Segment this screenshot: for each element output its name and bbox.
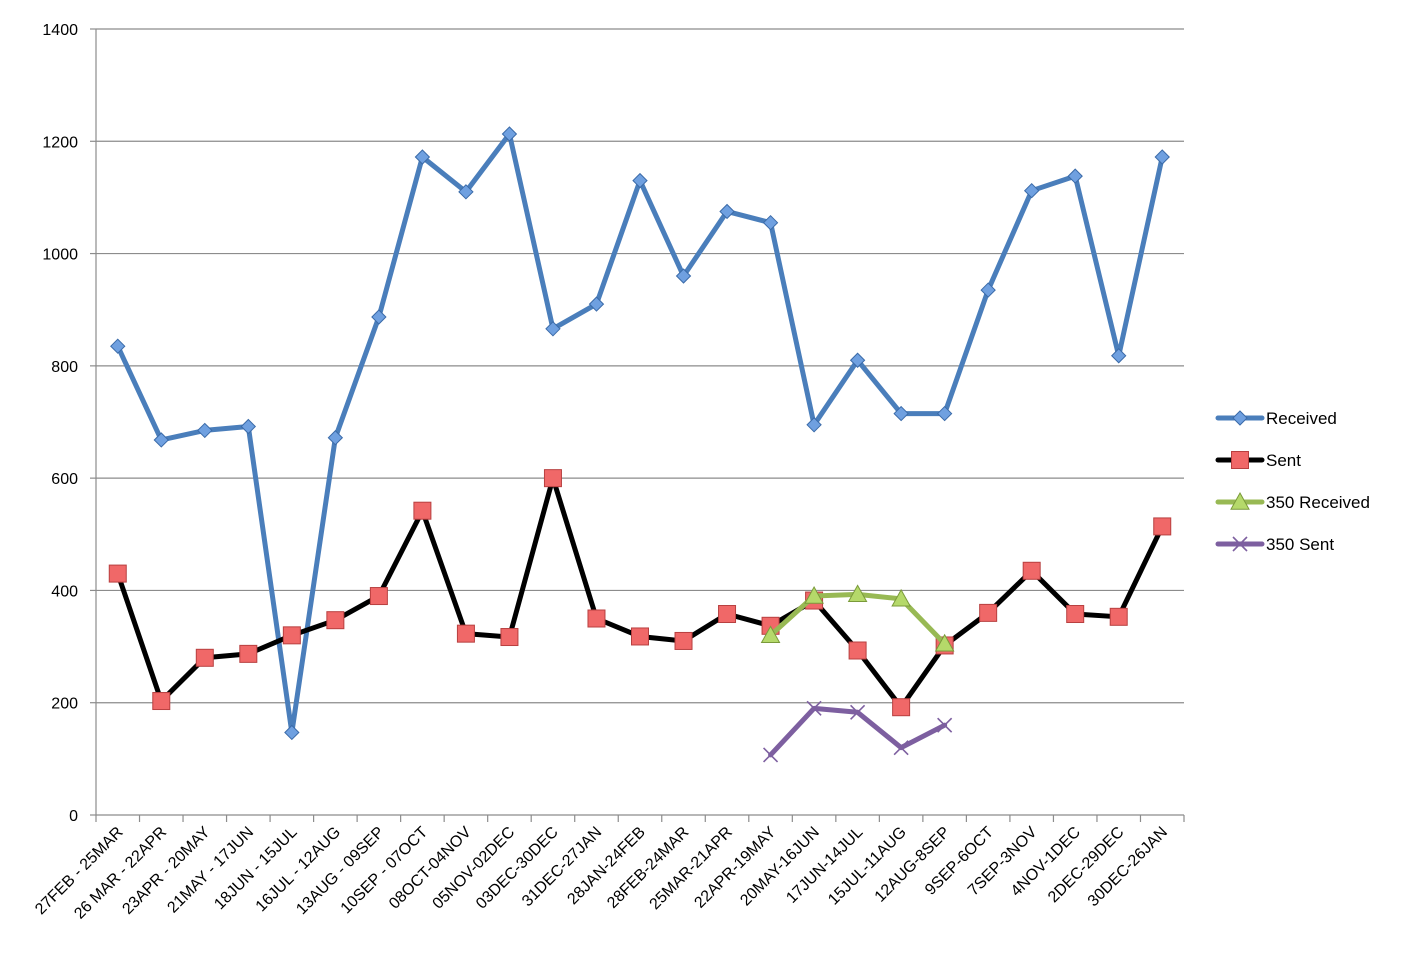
- y-tick-label: 1000: [42, 247, 78, 264]
- data-point: [545, 321, 561, 337]
- data-point: [239, 644, 258, 663]
- data-point: [674, 631, 693, 650]
- data-point: [806, 417, 822, 433]
- data-point: [936, 405, 953, 422]
- series-line: [768, 705, 948, 758]
- x-tick-label: 30DEC-26JAN: [1085, 824, 1171, 910]
- data-point: [847, 584, 868, 603]
- y-tick-label: 0: [69, 808, 78, 825]
- data-point: [937, 717, 953, 733]
- gridlines: [96, 28, 1184, 704]
- legend-entry: Received: [1215, 409, 1337, 428]
- series-350-sent: [762, 700, 953, 763]
- legend-label: 350 Sent: [1266, 535, 1334, 554]
- data-point: [197, 422, 213, 439]
- y-tick-label: 800: [51, 359, 78, 376]
- y-axis-tick-labels: 0 200 400 600 800 1000 1200 1400: [42, 22, 78, 825]
- data-point: [327, 430, 344, 446]
- data-point: [282, 626, 301, 645]
- x-tick-label: 28JAN-24FEB: [564, 824, 648, 908]
- data-point: [762, 214, 779, 231]
- legend-label: Received: [1266, 409, 1337, 428]
- series-lines: [108, 126, 1172, 763]
- data-point: [632, 172, 648, 189]
- y-tick-label: 1400: [42, 22, 78, 39]
- legend-swatch-marker: [1232, 410, 1248, 426]
- data-point: [934, 633, 955, 652]
- data-point: [326, 611, 345, 630]
- data-point: [371, 309, 387, 325]
- data-point: [1154, 149, 1170, 165]
- data-point: [848, 641, 867, 660]
- legend-entry: 350 Sent: [1215, 535, 1334, 554]
- data-point: [806, 700, 822, 716]
- data-point: [501, 126, 518, 142]
- data-point: [892, 698, 911, 717]
- data-point: [804, 586, 824, 604]
- data-point: [1067, 168, 1083, 184]
- data-point: [1023, 182, 1040, 199]
- data-point: [762, 747, 779, 763]
- x-tick-label: 15JUL-11AUG: [825, 824, 910, 909]
- legend-entry: 350 Received: [1215, 491, 1370, 512]
- data-point: [1066, 605, 1085, 624]
- y-tick-label: 200: [51, 696, 78, 713]
- data-point: [108, 564, 127, 583]
- data-point: [980, 282, 996, 298]
- data-point: [543, 469, 562, 488]
- data-point: [413, 501, 432, 520]
- data-point: [110, 338, 126, 354]
- data-point: [893, 740, 909, 756]
- legend-swatch-marker: [1230, 491, 1250, 510]
- data-point: [152, 692, 171, 711]
- legend-swatch-marker: [1231, 451, 1249, 469]
- data-point: [1111, 348, 1127, 364]
- data-point: [719, 203, 735, 220]
- y-tick-label: 400: [51, 583, 78, 600]
- data-point: [979, 603, 998, 622]
- series-350-received: [760, 584, 955, 652]
- series-received: [110, 126, 1170, 741]
- y-tick-label: 600: [51, 471, 78, 488]
- data-point: [500, 628, 519, 647]
- data-point: [458, 184, 474, 200]
- legend-entry: Sent: [1215, 451, 1301, 470]
- data-point: [369, 587, 388, 606]
- data-point: [760, 625, 781, 644]
- data-point: [588, 296, 605, 312]
- data-point: [153, 432, 169, 448]
- x-tick-label: 12AUG-8SEP: [872, 824, 954, 906]
- data-point: [675, 268, 692, 284]
- data-point: [891, 588, 911, 607]
- x-tick-label: 20MAY-16JUN: [737, 824, 823, 910]
- data-point: [195, 648, 214, 667]
- data-point: [240, 418, 257, 435]
- data-point: [1109, 607, 1128, 626]
- data-point: [718, 605, 737, 624]
- data-point: [1153, 517, 1172, 536]
- axes: [90, 28, 1185, 822]
- data-point: [587, 609, 606, 628]
- data-point: [849, 352, 866, 368]
- series-sent: [108, 469, 1172, 717]
- legend-label: 350 Received: [1266, 493, 1370, 512]
- legend: Received Sent 350 Received 350 Sent: [1215, 409, 1370, 554]
- data-point: [1022, 561, 1041, 580]
- data-point: [850, 704, 866, 720]
- data-point: [414, 149, 431, 165]
- legend-swatch-marker: [1232, 536, 1248, 552]
- x-tick-label: 2DEC-29DEC: [1045, 824, 1127, 906]
- x-tick-label: 17JUN-14JUL: [783, 824, 866, 907]
- data-point: [456, 624, 475, 643]
- data-point: [284, 724, 300, 741]
- data-point: [631, 627, 649, 646]
- legend-label: Sent: [1266, 451, 1301, 470]
- data-point: [893, 405, 909, 422]
- y-tick-label: 1200: [42, 134, 78, 151]
